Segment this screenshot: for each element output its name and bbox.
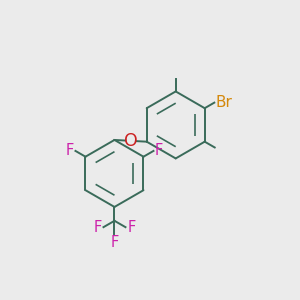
Text: Br: Br (215, 95, 232, 110)
Text: F: F (66, 143, 74, 158)
Text: F: F (93, 220, 102, 235)
Text: F: F (155, 143, 164, 158)
Text: O: O (124, 132, 137, 150)
Text: F: F (110, 236, 118, 250)
Text: F: F (127, 220, 136, 235)
